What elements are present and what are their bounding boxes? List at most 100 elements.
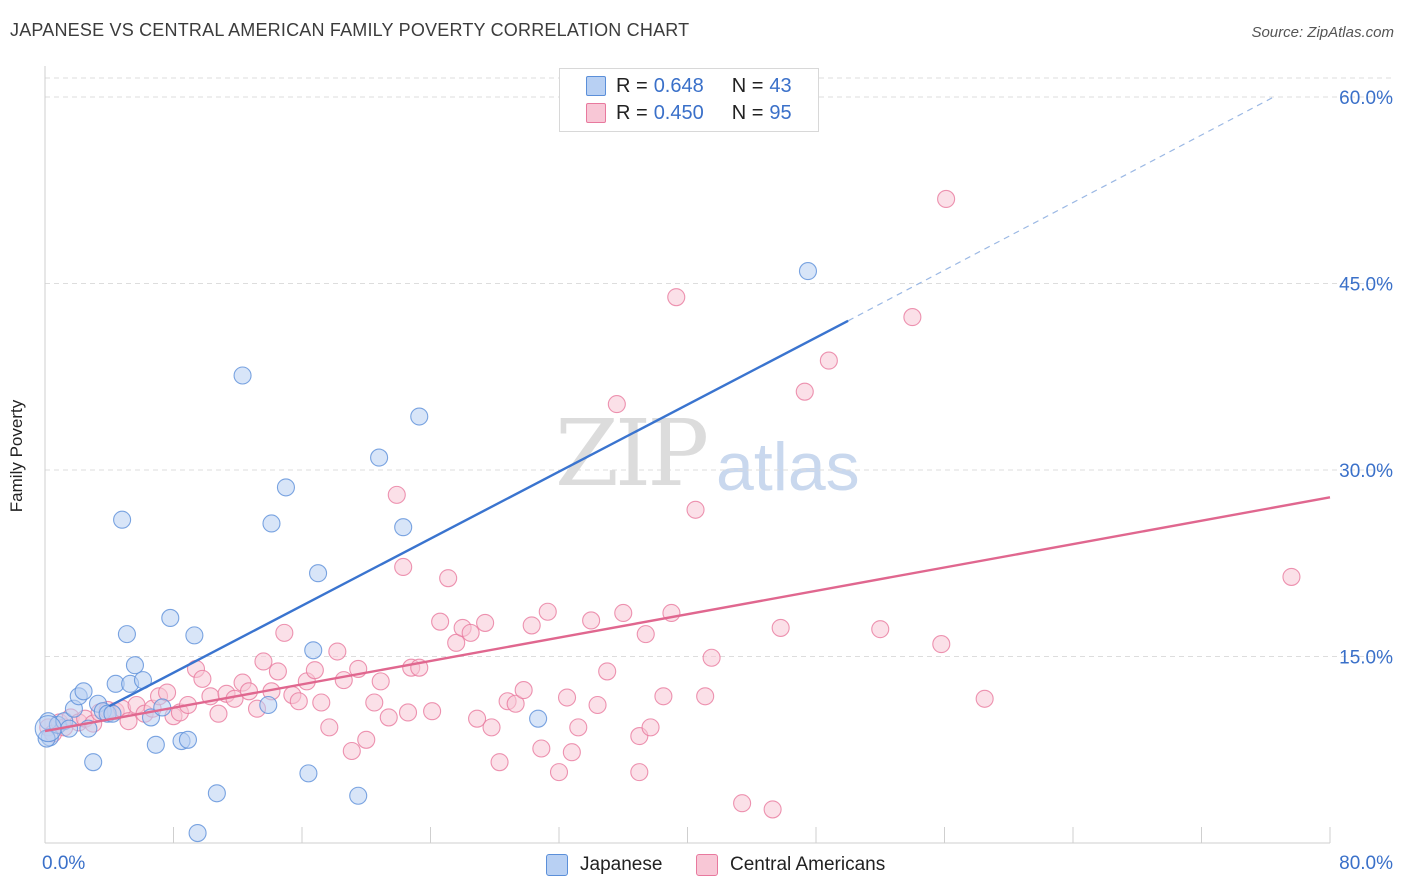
central-americans-point (482, 718, 501, 737)
japanese-point (798, 262, 818, 281)
japanese-point (117, 625, 136, 644)
central-americans-point (254, 652, 273, 671)
watermark-zip: ZIP (555, 400, 709, 507)
central-americans-point (686, 500, 705, 519)
japanese-point (178, 730, 198, 749)
r-label: R = (616, 101, 648, 124)
central-americans-trend-line (44, 496, 1331, 733)
central-americans-point (667, 288, 686, 307)
central-americans-point (506, 694, 525, 713)
central-americans-point (365, 693, 384, 712)
central-americans-point (461, 623, 480, 642)
central-americans-point (636, 625, 655, 644)
central-americans-point (289, 692, 308, 711)
japanese-point (188, 824, 207, 843)
x-tick-label: 80.0% (1339, 853, 1393, 874)
central-americans-point (532, 739, 551, 758)
central-americans-point (569, 718, 588, 737)
japanese-point (113, 510, 132, 529)
japanese-point (410, 407, 429, 426)
central-americans-point (439, 569, 458, 588)
central-americans-point (423, 702, 442, 721)
japanese-point (185, 626, 204, 645)
central-americans-point (305, 661, 324, 680)
y-tick-label: 15.0% (1339, 648, 1393, 669)
central-americans-point (268, 662, 287, 681)
x-tick-label: 0.0% (42, 853, 85, 874)
central-americans-point (771, 618, 790, 637)
y-tick-label: 30.0% (1339, 461, 1393, 482)
watermark-atlas: atlas (716, 429, 860, 505)
japanese-point (146, 735, 165, 754)
source-credit: Source: ZipAtlas.com (1251, 24, 1394, 41)
japanese-point (161, 608, 180, 628)
central-americans-points (39, 189, 1301, 819)
japanese-point (370, 448, 389, 467)
central-americans-point (239, 682, 259, 701)
central-americans-point (763, 800, 782, 819)
japanese-swatch (546, 854, 568, 876)
central-americans-point (371, 672, 390, 691)
correlation-legend: R = 0.648 N = 43 R = 0.450 N = 95 (559, 68, 819, 132)
central-americans-point (549, 763, 569, 782)
japanese-point (394, 518, 413, 537)
central-americans-swatch (586, 103, 606, 123)
legend-row-central-americans: R = 0.450 N = 95 (586, 100, 792, 126)
legend-row-japanese: R = 0.648 N = 43 (586, 73, 792, 99)
central-americans-point (588, 695, 607, 715)
central-americans-point (379, 708, 398, 727)
central-americans-point (733, 794, 752, 813)
central-americans-swatch (696, 854, 718, 876)
legend-item-central-americans: Central Americans (696, 852, 885, 878)
central-americans-point (514, 681, 533, 700)
central-americans-point (431, 612, 450, 631)
japanese-point (276, 478, 295, 497)
central-americans-point (937, 189, 956, 209)
central-americans-point (342, 741, 361, 761)
central-americans-point (871, 620, 890, 639)
central-americans-point (275, 623, 294, 642)
central-americans-point (614, 603, 633, 623)
central-americans-point (696, 687, 715, 706)
japanese-point (304, 641, 323, 660)
r-label: R = (616, 74, 648, 97)
gridlines (45, 77, 1395, 657)
n-value: 43 (769, 74, 792, 97)
central-americans-point (193, 669, 212, 688)
central-americans-point (476, 613, 495, 632)
legend-label: Japanese (580, 854, 663, 875)
central-americans-point (795, 382, 814, 401)
japanese-point (309, 564, 328, 583)
japanese-point (207, 784, 226, 803)
r-value: 0.450 (653, 101, 704, 124)
japanese-point (233, 366, 252, 385)
central-americans-point (557, 688, 577, 707)
series-legend: Japanese Central Americans (0, 852, 1406, 878)
legend-item-japanese: Japanese (546, 852, 662, 878)
central-americans-point (357, 730, 376, 749)
japanese-trend-line (108, 319, 849, 708)
japanese-trend-extension (847, 96, 1275, 322)
japanese-swatch (586, 76, 606, 96)
central-americans-point (387, 485, 406, 504)
central-americans-point (490, 753, 509, 772)
central-americans-point (468, 709, 487, 728)
japanese-point (84, 753, 103, 772)
y-tick-label: 45.0% (1339, 275, 1393, 296)
japanese-point (262, 514, 281, 533)
central-americans-point (398, 703, 418, 722)
central-americans-point (447, 633, 466, 652)
r-value: 0.648 (653, 74, 704, 97)
central-americans-point (582, 611, 601, 630)
japanese-point (259, 695, 278, 715)
japanese-point (74, 682, 93, 701)
central-americans-point (522, 616, 541, 635)
central-americans-point (598, 662, 617, 681)
central-americans-point (312, 693, 331, 712)
central-americans-point (932, 635, 951, 654)
n-label: N = (731, 101, 764, 124)
japanese-point (299, 764, 318, 783)
japanese-point (125, 656, 144, 675)
trend-lines (44, 96, 1331, 733)
